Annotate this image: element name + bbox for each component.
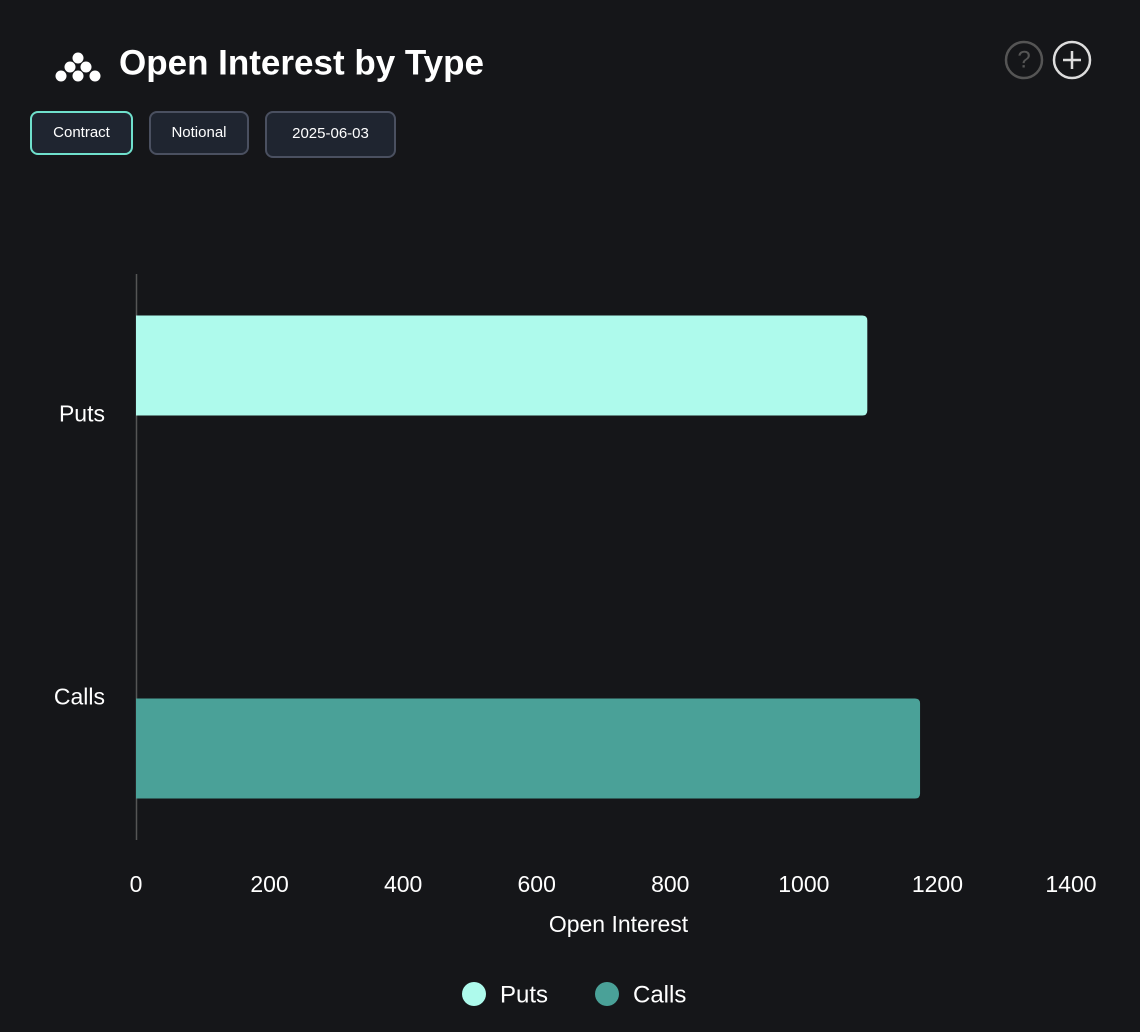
x-tick-label: 1400: [1045, 871, 1096, 897]
x-axis-title: Open Interest: [549, 911, 689, 937]
y-tick-label: Calls: [54, 684, 105, 710]
add-icon[interactable]: [1052, 40, 1092, 80]
date-label[interactable]: 2025-06-03: [292, 125, 369, 142]
x-tick-label: 600: [518, 871, 556, 897]
button-label[interactable]: Contract: [53, 124, 111, 141]
bar: [136, 698, 921, 799]
button[interactable]: Notional: [149, 111, 249, 155]
legend-label: Puts: [500, 981, 548, 1008]
date-picker[interactable]: 2025-06-03: [265, 111, 396, 158]
svg-text:?: ?: [1017, 46, 1030, 73]
legend-swatch: [595, 982, 619, 1006]
button-label[interactable]: Notional: [171, 124, 226, 141]
legend-swatch: [462, 982, 486, 1006]
x-tick-label: 200: [250, 871, 288, 897]
x-tick-label: 400: [384, 871, 422, 897]
help-icon[interactable]: ?: [1004, 40, 1044, 80]
button[interactable]: Contract: [30, 111, 133, 155]
legend-label: Calls: [633, 981, 686, 1008]
bar: [136, 315, 868, 416]
logo: [55, 52, 101, 82]
x-tick-label: 1200: [912, 871, 963, 897]
x-tick-label: 800: [651, 871, 689, 897]
x-tick-label: 0: [130, 871, 143, 897]
x-tick-label: 1000: [778, 871, 829, 897]
y-tick-label: Puts: [59, 401, 105, 427]
chart-title: Open Interest by Type: [119, 43, 484, 82]
